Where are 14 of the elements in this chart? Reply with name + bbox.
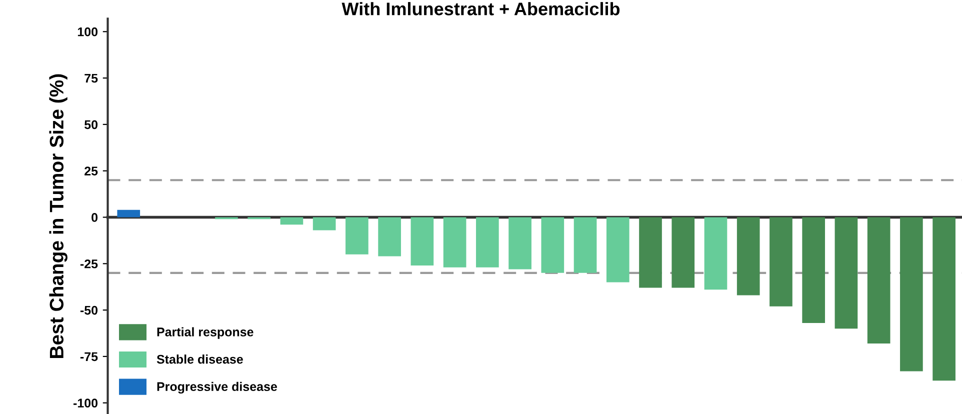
y-tick-label: 75 [84, 74, 98, 83]
chart-title: With Imlunestrant + Abemaciclib [342, 2, 620, 16]
y-tick-label: 0 [92, 213, 98, 222]
y-tick-label: -50 [80, 306, 98, 315]
y-tick-label: 50 [84, 120, 98, 130]
y-tick-label: -25 [80, 259, 98, 268]
y-tick-label: 25 [84, 166, 98, 176]
y-tick-label: 100 [78, 27, 98, 36]
legend-label: Stable disease [156, 354, 243, 364]
y-axis-title: Best Change in Tumor Size (%) [49, 74, 68, 358]
y-tick-label: -100 [73, 398, 98, 408]
legend-label: Progressive disease [157, 382, 277, 394]
legend-label: Partial response [157, 327, 254, 339]
y-tick-label: -75 [80, 352, 98, 362]
